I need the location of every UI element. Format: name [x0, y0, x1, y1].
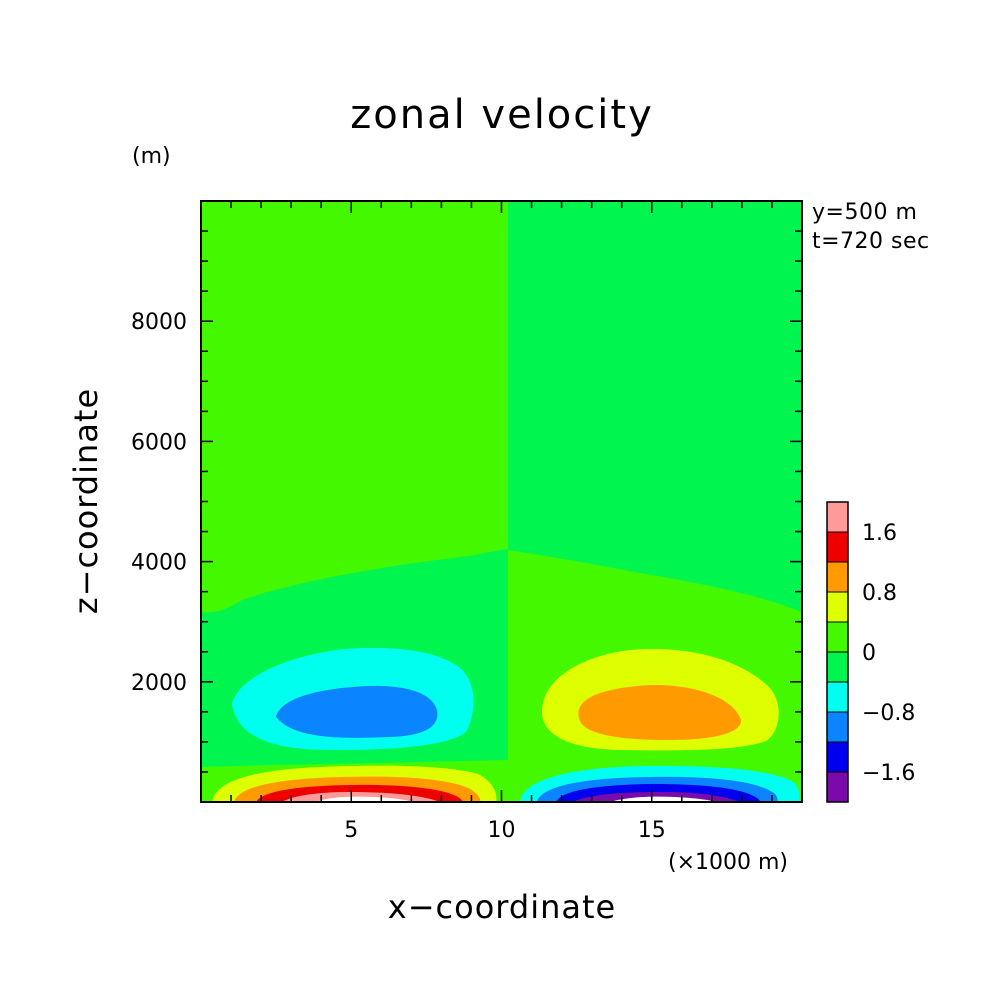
x-tick-labels: 5 10 15 — [344, 818, 666, 843]
y-axis-unit: (m) — [132, 144, 171, 169]
x-tick-label: 5 — [344, 818, 358, 843]
colorbar-segment — [827, 622, 848, 652]
colorbar-segment — [827, 772, 848, 802]
axis-ticks — [201, 201, 802, 802]
colorbar-segment — [827, 712, 848, 742]
colorbar-segment — [827, 532, 848, 562]
left-bottom-core — [316, 796, 412, 802]
x-axis-label: x−coordinate — [387, 888, 617, 926]
colorbar-labels: 1.6 0.8 0 −0.8 −1.6 — [862, 521, 915, 786]
colorbar-segment — [827, 502, 848, 532]
colorbar-tick-label: 0.8 — [862, 581, 897, 606]
right-mid-orange — [578, 684, 742, 740]
colorbar-tick-label: −1.6 — [862, 761, 915, 786]
annotation-time: t=720 sec — [812, 229, 930, 254]
plot-fields — [201, 201, 802, 802]
y-tick-labels: 2000 4000 6000 8000 — [131, 310, 187, 696]
colorbar-segment — [827, 652, 848, 682]
colorbar-tick-label: −0.8 — [862, 701, 915, 726]
upper-right-band — [508, 201, 802, 612]
colorbar-tick-label: 0 — [862, 641, 876, 666]
colorbar-segment — [827, 742, 848, 772]
x-axis-unit: (×1000 m) — [668, 850, 789, 875]
chart-title: zonal velocity — [350, 92, 654, 138]
x-tick-label: 15 — [638, 818, 666, 843]
left-mid-blue — [276, 685, 438, 738]
colorbar-tick-label: 1.6 — [862, 521, 897, 546]
y-tick-label: 8000 — [131, 310, 187, 335]
y-tick-label: 4000 — [131, 551, 187, 576]
x-tick-label: 10 — [488, 818, 516, 843]
annotation-y-position: y=500 m — [812, 200, 918, 225]
y-tick-label: 6000 — [131, 430, 187, 455]
colorbar-segment — [827, 562, 848, 592]
y-tick-label: 2000 — [131, 671, 187, 696]
colorbar-segment — [827, 682, 848, 712]
right-bottom-core — [610, 796, 716, 802]
colorbar — [826, 501, 849, 803]
colorbar-segment — [827, 592, 848, 622]
